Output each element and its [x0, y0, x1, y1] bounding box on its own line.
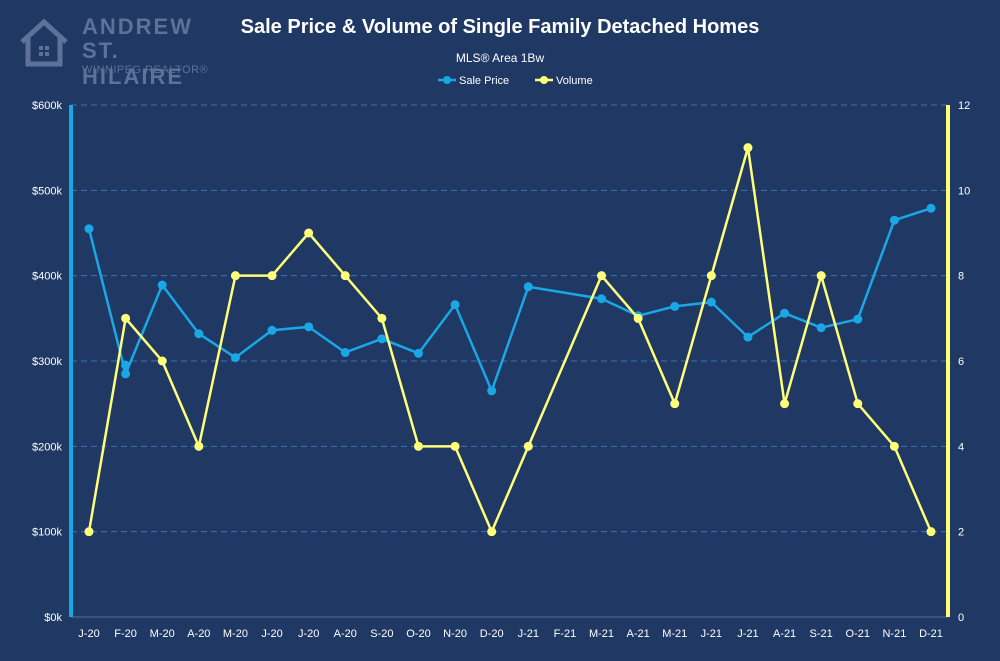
data-point — [487, 527, 497, 537]
x-axis-tick-label: M-21 — [662, 628, 687, 640]
data-point — [304, 228, 314, 238]
x-axis-tick-label: J-20 — [78, 628, 99, 640]
left-axis-tick-label: $100k — [32, 527, 62, 539]
data-point — [853, 399, 863, 409]
data-point — [926, 203, 936, 213]
data-point — [194, 441, 204, 451]
x-axis-tick-label: M-20 — [150, 628, 175, 640]
left-axis-tick-label: $600k — [32, 100, 62, 112]
data-point — [377, 334, 387, 344]
x-axis-tick-label: F-21 — [554, 628, 577, 640]
x-axis-tick-label: M-21 — [589, 628, 614, 640]
data-point — [597, 294, 607, 304]
left-axis-tick-label: $200k — [32, 441, 62, 453]
legend-label: Volume — [556, 75, 593, 87]
data-point — [889, 441, 899, 451]
x-axis-tick-label: S-21 — [810, 628, 833, 640]
x-axis-tick-label: D-21 — [919, 628, 943, 640]
data-point — [304, 322, 314, 332]
x-axis-tick-label: J-21 — [701, 628, 722, 640]
data-point — [450, 300, 460, 310]
x-axis-tick-label: D-20 — [480, 628, 504, 640]
legend-marker — [443, 76, 451, 84]
x-axis-tick-label: J-21 — [737, 628, 758, 640]
data-point — [267, 271, 277, 281]
data-point — [121, 369, 131, 379]
data-point — [377, 313, 387, 323]
data-point — [121, 360, 131, 370]
x-axis-tick-label: N-21 — [882, 628, 906, 640]
logo-name-line1: ANDREW — [82, 14, 193, 39]
data-point — [84, 224, 94, 234]
data-point — [523, 282, 533, 292]
x-axis-tick-label: J-21 — [518, 628, 539, 640]
data-point — [84, 527, 94, 537]
data-point — [889, 215, 899, 225]
right-axis-tick-label: 2 — [958, 527, 964, 539]
data-point — [230, 271, 240, 281]
x-axis-tick-label: A-20 — [187, 628, 210, 640]
x-axis-tick-label: O-20 — [406, 628, 430, 640]
data-point — [853, 314, 863, 324]
data-point — [487, 386, 497, 396]
right-axis-tick-label: 8 — [958, 271, 964, 283]
realtor-logo: ANDREW ST. HILAIRE WINNIPEG REALTOR® — [18, 14, 218, 89]
left-axis-tick-label: $500k — [32, 185, 62, 197]
data-point — [450, 441, 460, 451]
data-point — [230, 353, 240, 363]
data-point — [121, 313, 131, 323]
data-point — [780, 308, 790, 318]
data-point — [633, 313, 643, 323]
data-point — [157, 280, 167, 290]
data-point — [413, 348, 423, 358]
data-point — [157, 356, 167, 366]
chart-subtitle: MLS® Area 1Bw — [455, 51, 545, 65]
data-point — [743, 143, 753, 153]
right-axis-tick-label: 12 — [958, 100, 970, 112]
data-point — [816, 271, 826, 281]
legend-marker — [540, 76, 548, 84]
right-axis-tick-label: 10 — [958, 185, 970, 197]
legend-label: Sale Price — [459, 75, 509, 87]
x-axis-tick-label: O-21 — [846, 628, 870, 640]
logo-tagline: WINNIPEG REALTOR® — [82, 64, 209, 76]
data-point — [340, 347, 350, 357]
data-point — [523, 441, 533, 451]
right-axis-tick-label: 6 — [958, 356, 964, 368]
series-line-sale-price — [87, 207, 932, 393]
data-point — [670, 399, 680, 409]
x-axis-tick-label: J-20 — [261, 628, 282, 640]
data-point — [340, 271, 350, 281]
x-axis-tick-label: A-20 — [334, 628, 357, 640]
data-point — [194, 329, 204, 339]
x-axis-tick-label: S-20 — [370, 628, 393, 640]
data-point — [706, 297, 716, 307]
data-point — [706, 271, 716, 281]
data-point — [743, 332, 753, 342]
data-point — [926, 527, 936, 537]
data-point — [780, 399, 790, 409]
left-axis-tick-label: $300k — [32, 356, 62, 368]
chart-title: Sale Price & Volume of Single Family Det… — [240, 16, 760, 38]
logo-name-line2: ST. HILAIRE — [82, 38, 184, 89]
house-icon — [20, 18, 68, 67]
data-point — [816, 323, 826, 333]
right-axis-tick-label: 0 — [958, 612, 964, 624]
x-axis-tick-label: A-21 — [773, 628, 796, 640]
left-axis-tick-label: $0k — [44, 612, 62, 624]
data-point — [597, 271, 607, 281]
data-point — [267, 325, 277, 335]
data-point — [413, 441, 423, 451]
data-point — [670, 301, 680, 311]
left-axis-tick-label: $400k — [32, 271, 62, 283]
x-axis-tick-label: M-20 — [223, 628, 248, 640]
x-axis-tick-label: N-20 — [443, 628, 467, 640]
x-axis-tick-label: J-20 — [298, 628, 319, 640]
x-axis-tick-label: F-20 — [114, 628, 137, 640]
right-axis-tick-label: 4 — [958, 441, 964, 453]
x-axis-tick-label: A-21 — [627, 628, 650, 640]
